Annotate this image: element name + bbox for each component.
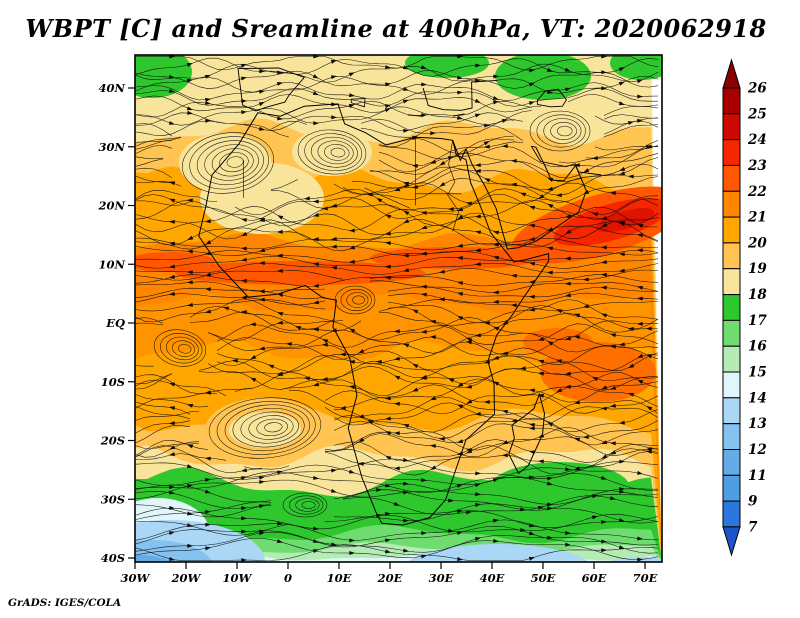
x-tick-label: 10W — [223, 571, 253, 585]
colorbar-tick-label: 7 — [748, 519, 758, 535]
colorbar-tick-label: 9 — [748, 494, 758, 510]
colorbar-tick-label: 18 — [748, 287, 767, 303]
colorbar-segment — [722, 397, 741, 425]
y-tick-label: 20N — [97, 199, 125, 213]
x-tick-label: 10E — [327, 571, 352, 585]
y-tick-label: 20S — [100, 434, 125, 448]
colorbar-segment — [722, 87, 741, 115]
wbpt-field-layer — [135, 55, 662, 562]
colorbar-tick-label: 23 — [747, 158, 767, 174]
colorbar-segment — [722, 294, 741, 321]
grads-attribution: GrADS: IGES/COLA — [8, 597, 122, 609]
x-tick-label: 30W — [121, 571, 151, 585]
streamlines-layer — [135, 55, 659, 562]
coastlines-layer — [198, 67, 602, 526]
colorbar-tick-label: 22 — [747, 184, 767, 200]
colorbar-tick-label: 11 — [748, 468, 767, 484]
colorbar-segment — [722, 113, 741, 141]
y-tick-label: 10N — [98, 257, 125, 271]
y-tick-label: EQ — [105, 316, 125, 330]
colorbar-tick-label: 15 — [748, 365, 767, 381]
colorbar-tick-label: 16 — [748, 339, 767, 355]
colorbar-segment — [722, 165, 741, 192]
y-tick-label: 40N — [98, 81, 125, 95]
colorbar-under-arrow — [722, 526, 741, 557]
axes-layer: 40N 30N 20N 10N EQ 10S 20S 30S 40S 30W 20W 10W 0 10E 2… — [97, 81, 657, 585]
colorbar-tick-label: 20 — [747, 235, 767, 251]
colorbar-segment — [722, 319, 741, 347]
colorbar-segment — [722, 345, 741, 373]
x-tick-label: 70E — [633, 571, 658, 585]
colorbar-tick-label: 26 — [747, 81, 767, 97]
colorbar-tick-label: 25 — [747, 106, 767, 122]
y-tick-label: 40S — [101, 551, 125, 565]
colorbar-segment — [722, 371, 741, 399]
colorbar-tick-label: 17 — [748, 313, 767, 329]
map-frame — [134, 54, 663, 563]
colorbar: 26 25 24 23 22 21 20 19 18 17 16 15 14 13 12 11 9 7 — [722, 58, 767, 557]
colorbar-segment — [722, 216, 741, 244]
x-tick-label: 0 — [284, 571, 292, 585]
y-tick-label: 30N — [98, 140, 125, 154]
colorbar-tick-label: 14 — [748, 390, 767, 406]
x-tick-label: 50E — [531, 571, 556, 585]
x-tick-label: 40E — [480, 571, 505, 585]
plot-title: WBPT [C] and Sreamline at 400hPa, VT: 20… — [25, 14, 767, 43]
colorbar-tick-label: 13 — [748, 416, 767, 432]
colorbar-tick-label: 21 — [747, 210, 767, 226]
colorbar-segment — [722, 268, 741, 296]
colorbar-segment — [722, 139, 741, 166]
colorbar-segment — [722, 242, 741, 270]
colorbar-over-arrow — [722, 58, 741, 89]
colorbar-segment — [722, 449, 741, 476]
y-tick-label: 30S — [101, 492, 125, 506]
colorbar-tick-label: 19 — [748, 261, 767, 277]
x-tick-label: 20W — [171, 571, 202, 585]
colorbar-segment — [722, 500, 741, 528]
y-tick-label: 10S — [101, 375, 125, 389]
colorbar-tick-label: 12 — [748, 442, 767, 458]
colorbar-segment — [722, 423, 741, 451]
colorbar-segment — [722, 474, 741, 502]
colorbar-tick-label: 24 — [747, 132, 767, 148]
colorbar-segment — [722, 190, 741, 218]
x-tick-label: 30E — [429, 571, 454, 585]
x-tick-label: 60E — [582, 571, 607, 585]
x-tick-label: 20E — [377, 571, 403, 585]
